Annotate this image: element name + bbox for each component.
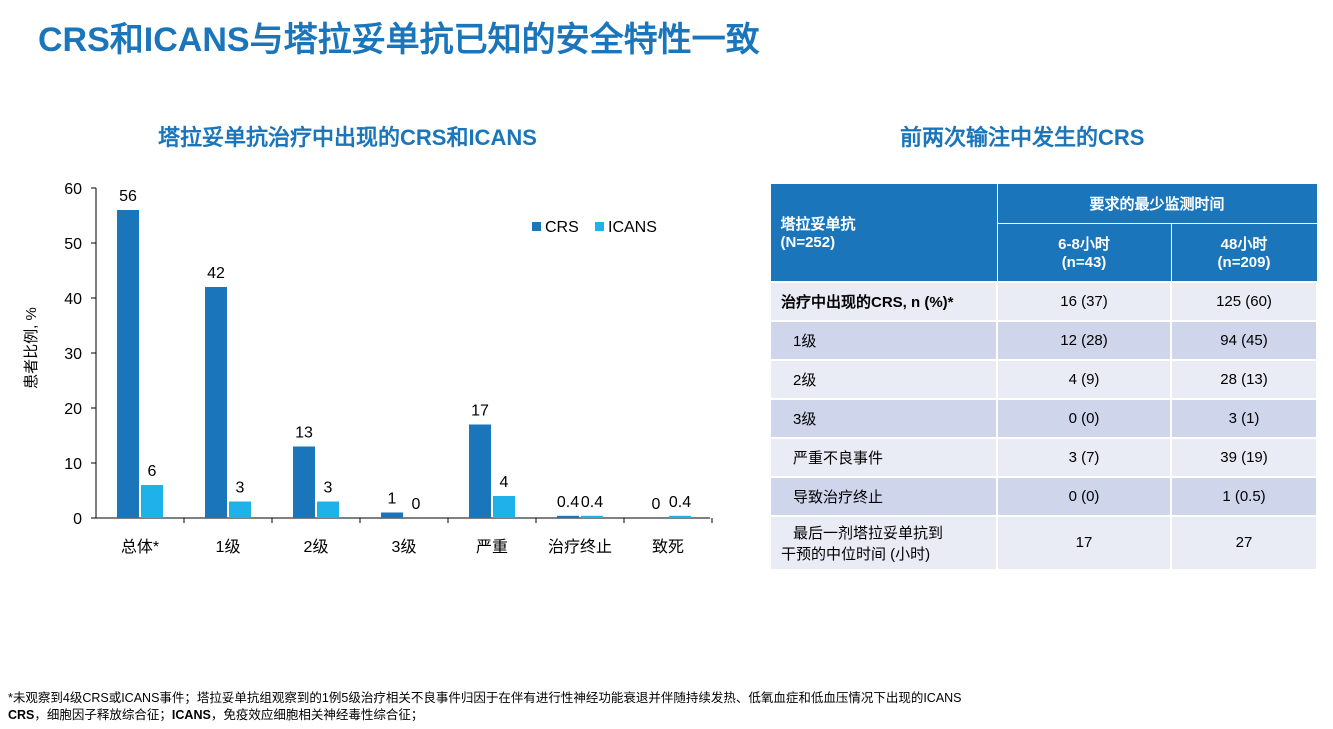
bar-crs (117, 210, 139, 518)
data-label-icans: 0 (412, 496, 421, 513)
bar-crs (469, 424, 491, 518)
row-label: 3级 (769, 397, 998, 439)
table-row: 最后一剂塔拉妥单抗到 干预的中位时间 (小时) 17 27 (769, 514, 1319, 571)
row-label: 最后一剂塔拉妥单抗到 干预的中位时间 (小时) (769, 514, 998, 571)
col1-line2: (n=43) (1061, 254, 1107, 272)
bar-icans (317, 501, 339, 518)
footnote-term-crs: CRS (8, 708, 35, 722)
footnote-line1: *未观察到4级CRS或ICANS事件；塔拉妥单抗组观察到的1例5级治疗相关不良事… (8, 691, 962, 705)
y-tick-label: 20 (64, 401, 82, 418)
group-header: 要求的最少监测时间 (996, 183, 1318, 224)
table-subtitle: 前两次输注中发生的CRS (900, 125, 1145, 150)
corner-line2: (N=252) (780, 234, 836, 252)
row-value-6-8h: 0 (0) (996, 397, 1172, 439)
data-label-icans: 4 (500, 474, 509, 491)
row-label: 治疗中出现的CRS, n (%)* (769, 280, 998, 322)
row-value-6-8h: 3 (7) (996, 436, 1172, 478)
row-value-6-8h: 4 (9) (996, 358, 1172, 400)
row-value-48h: 94 (45) (1169, 319, 1319, 361)
bar-icans (141, 485, 163, 518)
row-value-6-8h: 16 (37) (996, 280, 1172, 322)
row-label: 2级 (769, 358, 998, 400)
x-tick-label: 2级 (304, 538, 329, 556)
bar-crs (381, 512, 403, 518)
x-tick-label: 严重 (476, 538, 508, 556)
footnote-def-icans: ，免疫效应细胞相关神经毒性综合征； (210, 708, 424, 722)
x-tick-label: 致死 (652, 538, 684, 556)
x-tick-label: 3级 (392, 538, 417, 556)
data-label-crs: 42 (207, 265, 225, 282)
data-label-crs: 0 (652, 496, 661, 513)
bar-crs (205, 287, 227, 518)
table-row: 严重不良事件 3 (7) 39 (19) (769, 436, 1319, 478)
data-label-crs: 1 (388, 491, 397, 508)
y-axis-label: 患者比例, % (23, 307, 40, 389)
bar-crs (557, 515, 579, 518)
table-row: 导致治疗终止 0 (0) 1 (0.5) (769, 475, 1319, 517)
y-tick-label: 40 (64, 291, 82, 308)
row-value-48h: 39 (19) (1169, 436, 1319, 478)
y-tick-label: 30 (64, 346, 82, 363)
col2-line1: 48小时 (1220, 236, 1268, 254)
footnote-def-crs: ，细胞因子释放综合征； (34, 708, 172, 722)
row-label: 导致治疗终止 (769, 475, 998, 517)
crs-table: 塔拉妥单抗 (N=252) 要求的最少监测时间 6-8小时 (n=43) 48小… (769, 183, 1319, 571)
data-label-icans: 3 (236, 480, 245, 497)
data-label-icans: 3 (324, 480, 333, 497)
legend-label-crs: CRS (545, 219, 579, 236)
y-tick-label: 0 (73, 511, 82, 528)
table-row: 3级 0 (0) 3 (1) (769, 397, 1319, 439)
x-tick-label: 1级 (216, 538, 241, 556)
row-label: 严重不良事件 (769, 436, 998, 478)
footnote-line2: CRS，细胞因子释放综合征；ICANS，免疫效应细胞相关神经毒性综合征； (8, 707, 962, 724)
legend: CRS ICANS (532, 219, 657, 236)
x-tick-label: 总体* (121, 538, 159, 556)
data-label-icans: 6 (148, 463, 157, 480)
chart-subtitle: 塔拉妥单抗治疗中出现的CRS和ICANS (158, 125, 537, 150)
row-value-48h: 3 (1) (1169, 397, 1319, 439)
row-value-6-8h: 12 (28) (996, 319, 1172, 361)
data-label-crs: 17 (471, 403, 489, 420)
y-tick-label: 10 (64, 456, 82, 473)
page-title: CRS和ICANS与塔拉妥单抗已知的安全特性一致 (38, 21, 760, 59)
col1-line1: 6-8小时 (1058, 236, 1110, 254)
row-value-6-8h: 0 (0) (996, 475, 1172, 517)
data-label-crs: 0.4 (557, 494, 579, 511)
row-value-48h: 1 (0.5) (1169, 475, 1319, 517)
y-tick-label: 50 (64, 236, 82, 253)
row-value-6-8h: 17 (996, 514, 1172, 571)
table-row: 1级 12 (28) 94 (45) (769, 319, 1319, 361)
bar-icans (493, 496, 515, 518)
table-corner-header: 塔拉妥单抗 (N=252) (769, 183, 998, 282)
last-row-label-line1: 最后一剂塔拉妥单抗到 (793, 524, 944, 542)
row-value-48h: 125 (60) (1169, 280, 1319, 322)
legend-label-icans: ICANS (608, 219, 657, 236)
col-header-48h: 48小时 (n=209) (1170, 223, 1318, 282)
bar-icans (229, 501, 251, 518)
bar-icans (669, 515, 691, 518)
last-row-label-line2: 干预的中位时间 (小时) (781, 545, 931, 563)
footnote: *未观察到4级CRS或ICANS事件；塔拉妥单抗组观察到的1例5级治疗相关不良事… (8, 690, 962, 724)
legend-swatch-icans (595, 222, 604, 231)
row-value-48h: 27 (1169, 514, 1319, 571)
legend-swatch-crs (532, 222, 541, 231)
col2-line2: (n=209) (1217, 254, 1271, 272)
bar-crs (293, 446, 315, 518)
data-label-crs: 56 (119, 188, 137, 205)
row-label: 1级 (769, 319, 998, 361)
table-row: 治疗中出现的CRS, n (%)* 16 (37) 125 (60) (769, 280, 1319, 322)
corner-line1: 塔拉妥单抗 (780, 216, 856, 234)
y-tick-label: 60 (64, 181, 82, 198)
data-label-icans: 0.4 (669, 494, 691, 511)
col-header-6-8h: 6-8小时 (n=43) (996, 223, 1172, 282)
row-value-48h: 28 (13) (1169, 358, 1319, 400)
table-row: 2级 4 (9) 28 (13) (769, 358, 1319, 400)
data-label-icans: 0.4 (581, 494, 603, 511)
footnote-term-icans: ICANS (171, 708, 211, 722)
bar-icans (581, 515, 603, 518)
x-tick-label: 治疗终止 (548, 538, 612, 556)
data-label-crs: 13 (295, 425, 313, 442)
